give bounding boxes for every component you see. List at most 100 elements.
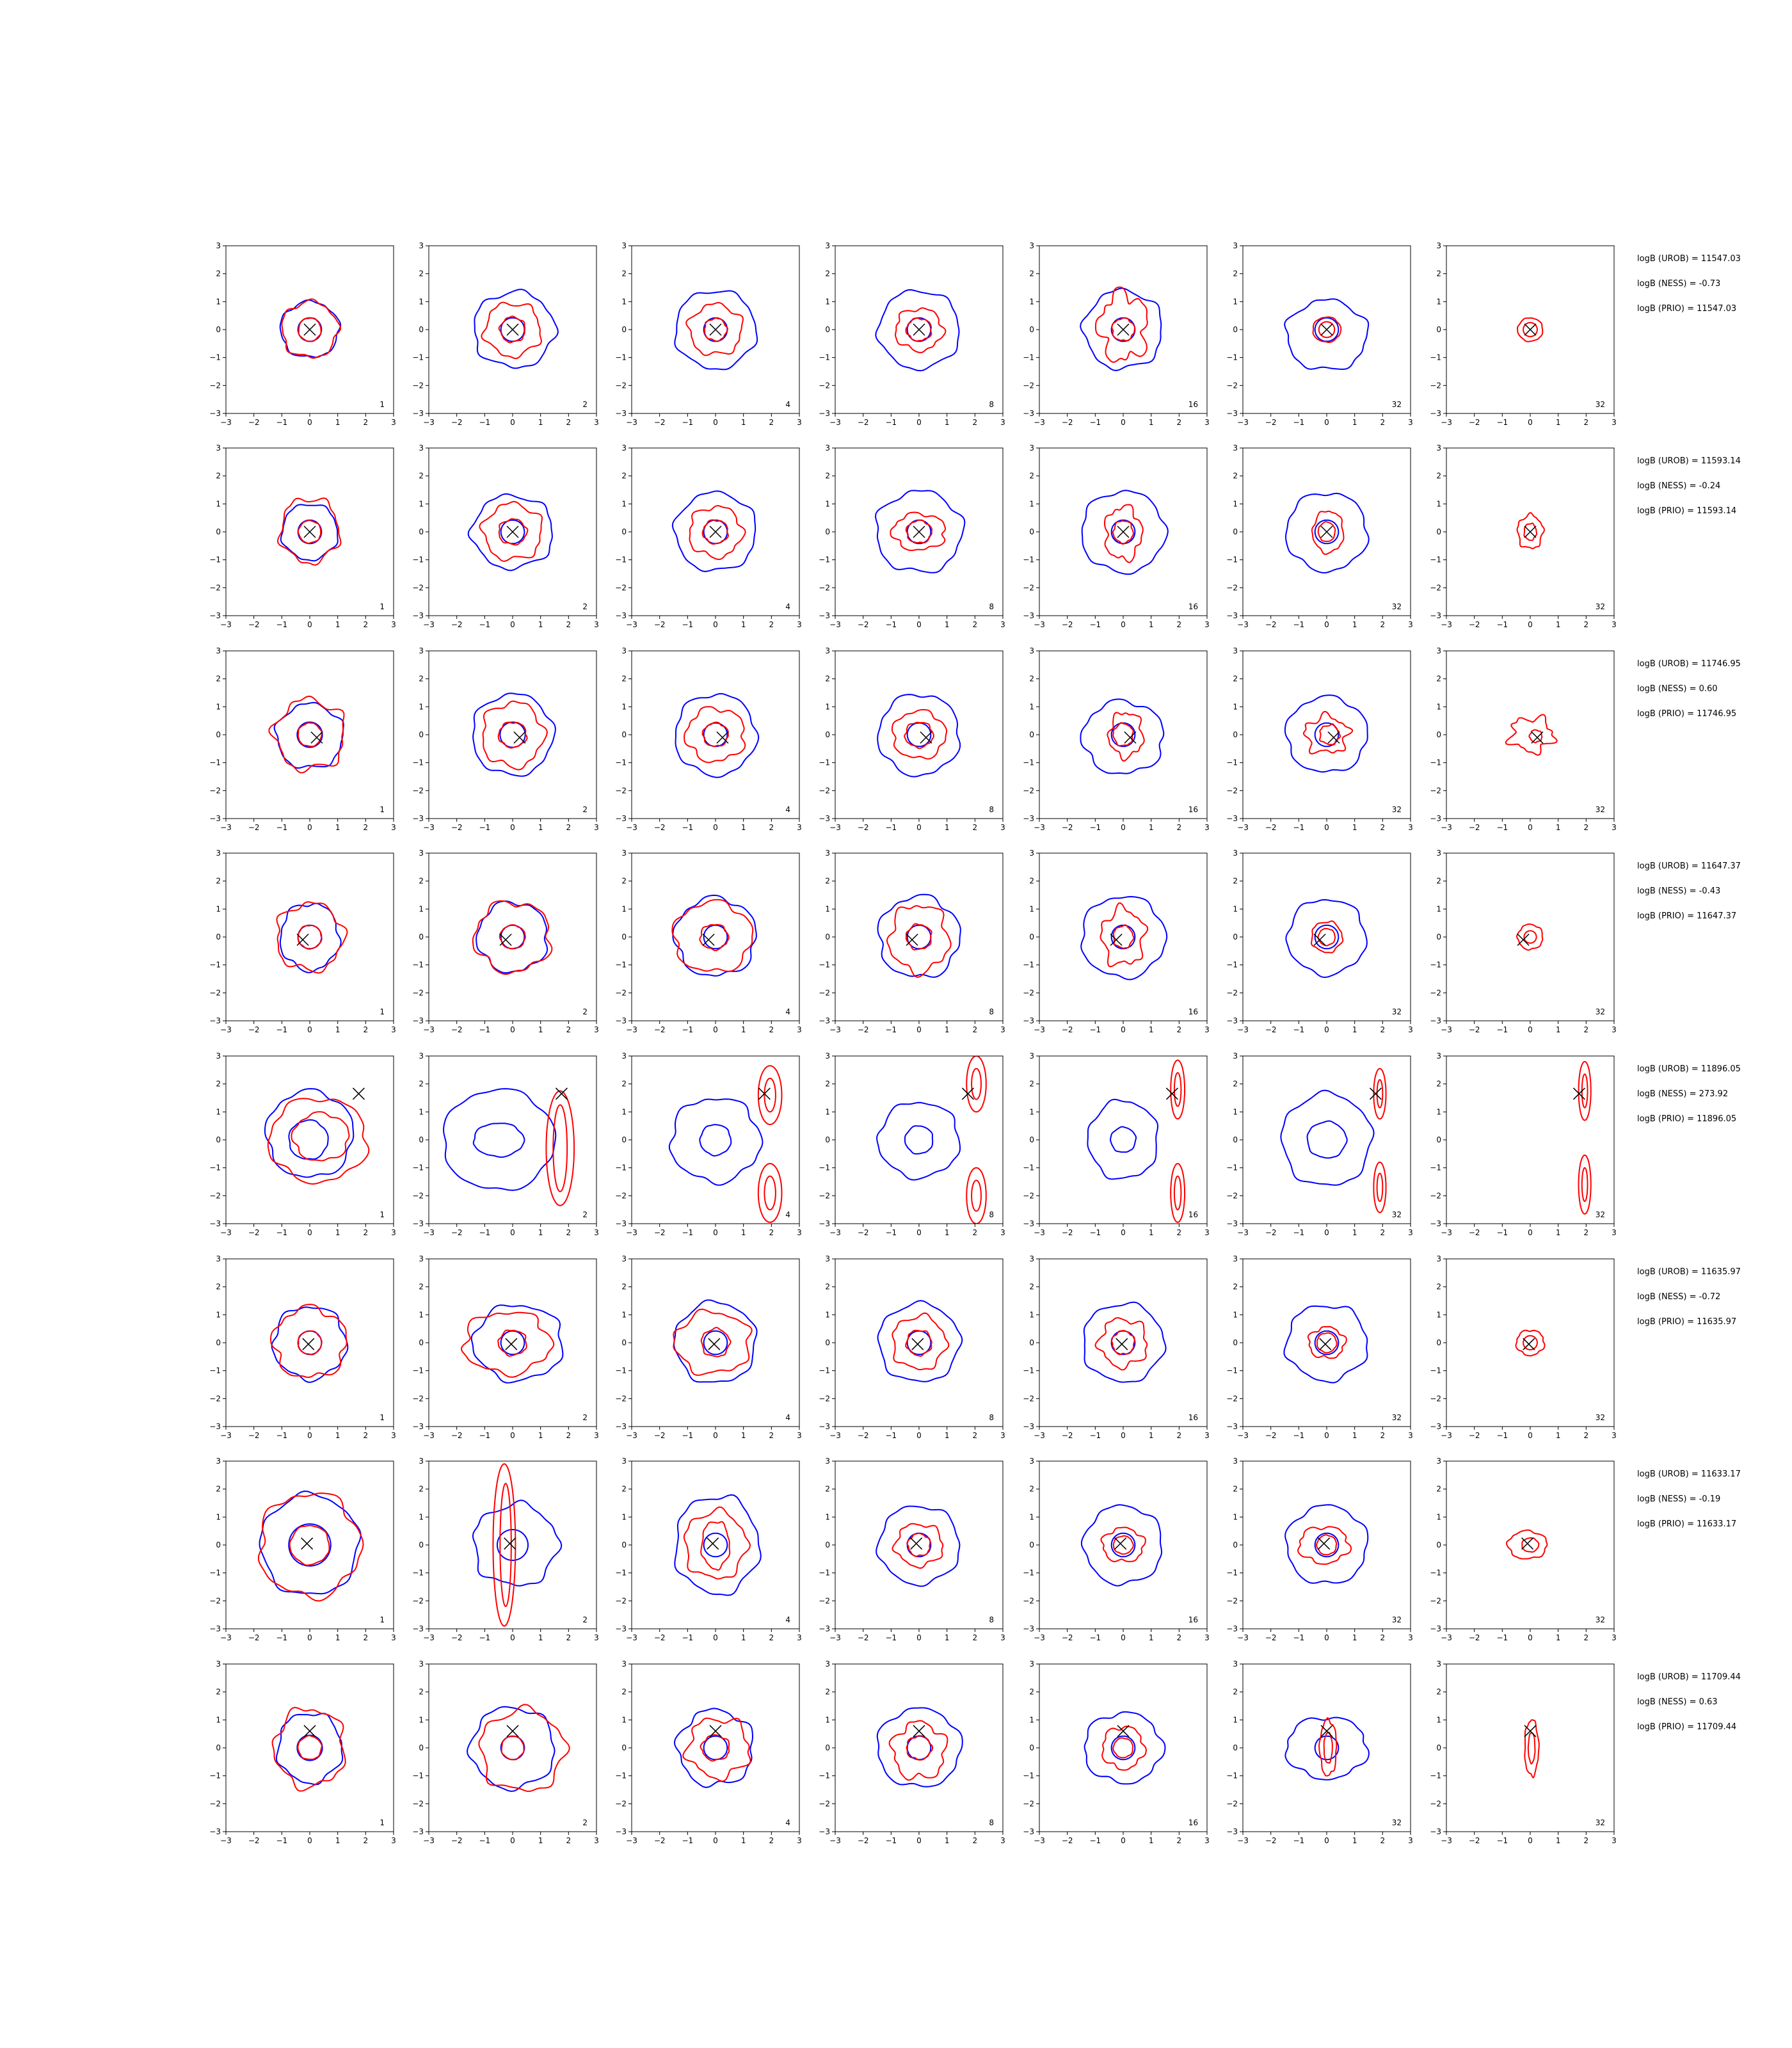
y-tick-label: 1 xyxy=(825,904,830,913)
logb-annotation: logB (PRIO) = 11547.03 xyxy=(1637,304,1736,314)
y-tick-label: 0 xyxy=(1436,932,1441,941)
x-tick-label: 0 xyxy=(916,418,922,427)
blue-contour-1 xyxy=(1081,490,1169,575)
panel-r4-c7: −3−3 −2 −2 −1 −1 0 0 1 1 2 2 3 3 32 xyxy=(1430,849,1617,1034)
y-tick-label: −3 xyxy=(1430,814,1441,823)
y-tick-label: 1 xyxy=(1436,1512,1441,1521)
y-tick-label: 1 xyxy=(216,702,221,711)
x-tick-label: −3 xyxy=(220,1228,232,1237)
y-tick-label: 2 xyxy=(419,472,424,481)
x-tick-label: −1 xyxy=(276,620,287,629)
x-tick-label: 0 xyxy=(510,1836,515,1845)
red-contour-1 xyxy=(888,1720,948,1781)
true-value-marker xyxy=(1369,1087,1382,1100)
true-value-marker xyxy=(906,933,918,946)
y-tick-label: 1 xyxy=(621,904,627,913)
red-contour-1 xyxy=(683,1506,751,1580)
x-tick-label: −3 xyxy=(1034,1633,1045,1642)
y-tick-label: −3 xyxy=(1226,611,1238,620)
y-tick-label: 3 xyxy=(1029,1660,1034,1668)
y-tick-label: 1 xyxy=(621,499,627,508)
y-tick-label: −3 xyxy=(1226,1624,1238,1633)
x-tick-label: −1 xyxy=(1293,1431,1304,1440)
y-tick-label: 1 xyxy=(621,702,627,711)
y-tick-label: 0 xyxy=(419,730,424,739)
y-tick-label: −3 xyxy=(412,1624,424,1633)
x-tick-label: −1 xyxy=(479,1633,490,1642)
blue-contour-2 xyxy=(1110,1735,1136,1761)
y-tick-label: −1 xyxy=(412,1164,424,1172)
x-tick-label: −2 xyxy=(248,1025,260,1034)
y-tick-label: 0 xyxy=(1233,932,1238,941)
y-tick-label: 0 xyxy=(419,1540,424,1549)
blue-contour-2 xyxy=(1109,1126,1137,1153)
y-tick-label: 3 xyxy=(825,646,830,655)
red-contour-1 xyxy=(257,1492,364,1602)
y-tick-label: −2 xyxy=(209,1191,221,1200)
y-tick-label: 3 xyxy=(1233,646,1238,655)
x-tick-label: −3 xyxy=(423,823,435,832)
y-tick-label: 1 xyxy=(419,1512,424,1521)
panel-r1-c6: −3−3 −2 −2 −1 −1 0 0 1 1 2 2 3 3 32 xyxy=(1226,241,1413,427)
panel-r3-c6: −3−3 −2 −2 −1 −1 0 0 1 1 2 2 3 3 32 xyxy=(1226,646,1413,832)
y-tick-label: 2 xyxy=(825,269,830,278)
x-tick-label: 0 xyxy=(1324,1431,1329,1440)
y-tick-label: 1 xyxy=(216,904,221,913)
red-contour-2 xyxy=(1523,322,1538,337)
x-tick-label: 3 xyxy=(1408,620,1413,629)
blue-contour-1 xyxy=(259,1490,362,1595)
x-tick-label: −1 xyxy=(1089,620,1101,629)
y-tick-label: −1 xyxy=(615,961,627,970)
x-tick-label: 0 xyxy=(307,1025,312,1034)
red-contour-1 xyxy=(673,1308,753,1376)
y-tick-label: 3 xyxy=(216,444,221,452)
x-tick-label: −3 xyxy=(1034,1228,1045,1237)
plot-area xyxy=(668,1065,783,1223)
y-tick-label: 0 xyxy=(216,1135,221,1144)
red-contour-2 xyxy=(1173,1072,1182,1107)
true-value-marker xyxy=(310,731,323,744)
x-tick-label: 0 xyxy=(1324,1025,1329,1034)
y-tick-label: 3 xyxy=(419,1457,424,1466)
y-tick-label: −2 xyxy=(1023,1394,1034,1403)
y-tick-label: −2 xyxy=(615,583,627,592)
x-tick-label: 1 xyxy=(741,1633,746,1642)
y-tick-label: 3 xyxy=(825,849,830,858)
x-tick-label: 2 xyxy=(973,620,978,629)
x-tick-label: −3 xyxy=(626,620,637,629)
y-tick-label: 3 xyxy=(1029,444,1034,452)
red-contour-2 xyxy=(905,317,932,342)
x-tick-label: 3 xyxy=(1000,1431,1005,1440)
x-tick-label: −1 xyxy=(885,1633,897,1642)
y-tick-label: 2 xyxy=(621,1688,627,1697)
true-value-marker xyxy=(1117,323,1130,336)
y-tick-label: −3 xyxy=(1226,1827,1238,1836)
x-tick-label: 2 xyxy=(1177,620,1182,629)
y-tick-label: 3 xyxy=(621,1254,627,1263)
panel-label: 32 xyxy=(1596,1413,1605,1422)
panel-label: 32 xyxy=(1392,400,1402,409)
plot-area xyxy=(875,289,960,372)
red-contour-1 xyxy=(1517,317,1544,342)
y-tick-label: −1 xyxy=(1226,961,1238,970)
y-tick-label: 0 xyxy=(419,932,424,941)
blue-contour-2 xyxy=(472,1123,525,1158)
y-tick-label: 1 xyxy=(825,702,830,711)
x-tick-label: 2 xyxy=(1584,418,1589,427)
x-tick-label: −2 xyxy=(1265,1633,1277,1642)
y-tick-label: 0 xyxy=(1233,1743,1238,1752)
y-tick-label: −3 xyxy=(1430,1827,1441,1836)
x-tick-label: −3 xyxy=(1237,1633,1249,1642)
y-tick-label: 0 xyxy=(825,1743,830,1752)
red-contour-1 xyxy=(895,307,947,354)
red-contour-1 xyxy=(1297,1526,1352,1565)
x-tick-label: −2 xyxy=(858,1836,869,1845)
x-tick-label: 1 xyxy=(945,823,950,832)
red-contour-2 xyxy=(905,519,932,544)
red-contour-3 xyxy=(966,1167,987,1224)
plot-area xyxy=(1284,1504,1369,1584)
